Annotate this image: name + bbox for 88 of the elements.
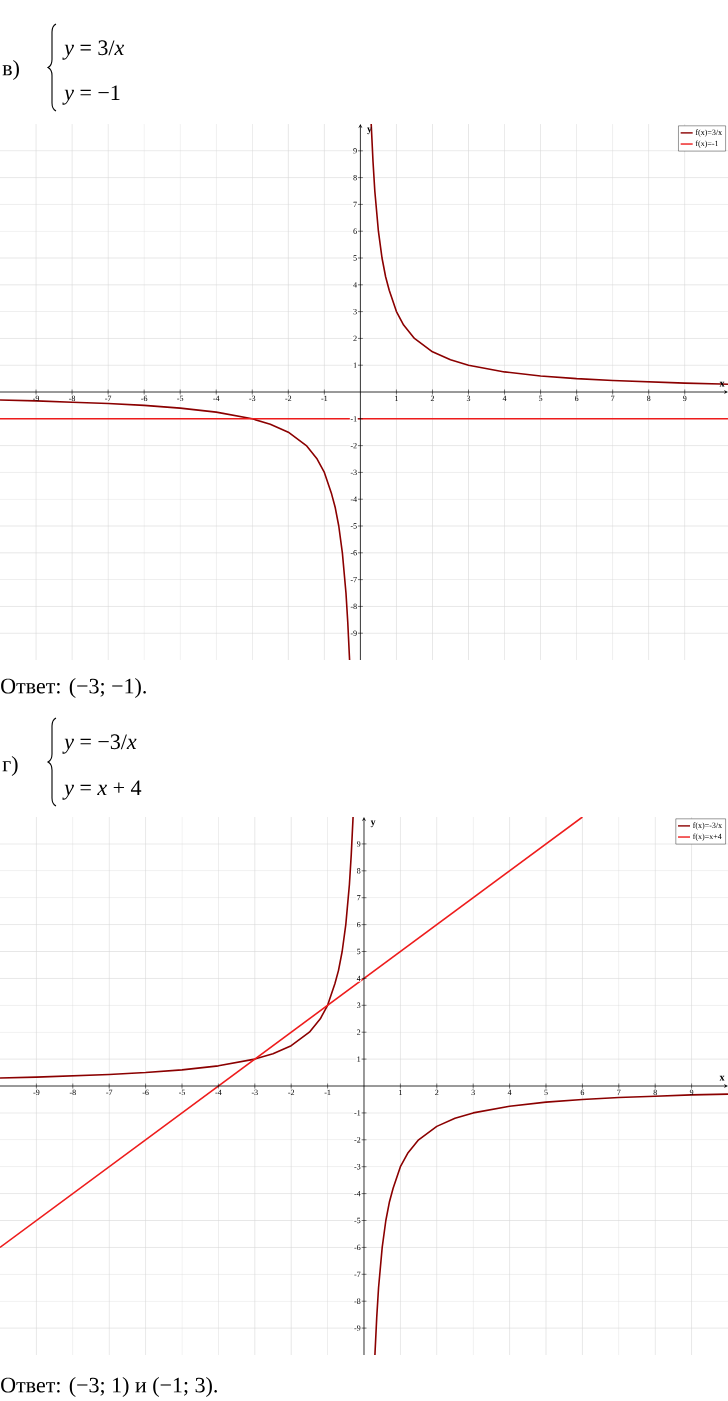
x-tick-label: 6 [580, 1089, 585, 1096]
y-tick-label: -1 [354, 1110, 361, 1116]
x-tick-label: -9 [33, 395, 40, 402]
text: Ответ: (−3; −1). [1, 678, 146, 698]
y-tick-label: 9 [353, 148, 357, 154]
x-tick-label: -2 [285, 395, 292, 402]
text: y = x + 4 [62, 780, 142, 800]
x-tick-label: 2 [435, 1089, 439, 1096]
y-tick-label: -6 [350, 550, 357, 556]
y-tick-label: 8 [356, 868, 361, 874]
legend-label: f(x)=-1 [695, 140, 719, 148]
text: y = −1 [62, 85, 120, 105]
y-tick-label: 7 [353, 201, 357, 208]
x-tick-label: -3 [251, 1089, 258, 1096]
y-tick-label: 4 [356, 975, 361, 982]
y-tick-label: -2 [354, 1137, 361, 1143]
y-tick-label: -7 [354, 1271, 361, 1277]
y-tick-label: -1 [350, 416, 357, 422]
x-tick-label: 9 [683, 395, 687, 402]
x-tick-label: -5 [177, 395, 184, 402]
y-tick-label: -6 [354, 1244, 361, 1251]
x-tick-label: -7 [106, 1089, 113, 1095]
chart-title: г) [2, 756, 18, 776]
y-tick-label: -9 [350, 630, 357, 636]
y-tick-label: -5 [354, 1217, 361, 1224]
y-tick-label: -5 [350, 523, 357, 529]
y-tick-label: -2 [350, 442, 357, 449]
x-tick-label: 8 [647, 395, 651, 402]
y-tick-label: 2 [357, 1029, 361, 1035]
legend-label: f(x)=3/x [695, 129, 723, 137]
x-tick-label: -7 [105, 395, 112, 401]
y-tick-label: 7 [357, 895, 361, 901]
x-tick-label: -8 [69, 1089, 76, 1096]
legend-label: f(x)=x+4 [692, 833, 722, 841]
x-tick-label: 8 [653, 1089, 657, 1096]
x-tick-label: -1 [321, 395, 328, 401]
y-tick-label: 2 [353, 335, 357, 342]
x-tick-label: 5 [544, 1089, 548, 1096]
y-tick-label: 4 [353, 282, 357, 288]
x-tick-label: 3 [471, 1089, 475, 1096]
x-tick-label: 3 [466, 395, 471, 402]
text: Ответ: (−3; 1) и (−1; 3). [1, 1377, 217, 1397]
legend-label: f(x)=-3/x [692, 822, 723, 830]
x-axis-title: x [719, 381, 725, 387]
y-tick-label: 1 [353, 362, 357, 368]
x-tick-label: 4 [507, 1089, 512, 1095]
x-tick-label: -9 [33, 1089, 40, 1096]
x-tick-label: -6 [141, 395, 148, 402]
y-tick-label: 3 [357, 1002, 361, 1008]
y-tick-label: 5 [353, 255, 357, 261]
x-tick-label: -2 [288, 1089, 295, 1096]
y-tick-label: -7 [350, 576, 357, 583]
x-tick-label: 7 [617, 1089, 621, 1095]
x-tick-label: -4 [213, 395, 220, 401]
y-tick-label: -8 [350, 603, 357, 610]
x-tick-label: 5 [539, 395, 543, 402]
y-tick-label: 6 [357, 921, 361, 928]
x-tick-label: 6 [574, 395, 579, 402]
y-tick-label: -4 [350, 496, 357, 502]
x-tick-label: 4 [502, 395, 507, 401]
y-tick-label: 1 [357, 1056, 361, 1062]
x-tick-label: 2 [430, 395, 435, 402]
y-tick-label: -3 [350, 469, 357, 476]
y-tick-label: 8 [353, 174, 357, 181]
x-tick-label: -1 [324, 1089, 331, 1095]
y-tick-label: 9 [356, 841, 361, 847]
y-tick-label: -3 [354, 1164, 361, 1170]
text: y = 3/x [62, 40, 125, 60]
y-tick-label: 6 [353, 228, 357, 234]
x-axis-title: x [719, 1075, 725, 1081]
x-tick-label: -5 [178, 1089, 186, 1096]
x-tick-label: 1 [399, 1089, 402, 1095]
x-tick-label: 1 [395, 395, 398, 401]
y-tick-label: -8 [354, 1298, 361, 1304]
text: y = −3/x [62, 734, 137, 754]
x-tick-label: 7 [611, 395, 615, 401]
y-tick-label: -9 [354, 1325, 361, 1331]
y-tick-label: 3 [353, 308, 357, 315]
x-tick-label: -6 [142, 1089, 149, 1096]
x-tick-label: -3 [249, 395, 256, 402]
x-tick-label: -4 [215, 1089, 222, 1095]
y-axis-title: y [367, 127, 372, 135]
x-tick-label: -8 [69, 395, 76, 402]
x-tick-label: 9 [689, 1089, 694, 1096]
y-tick-label: 5 [357, 948, 361, 955]
y-axis-title: y [370, 820, 376, 828]
y-tick-label: -4 [354, 1190, 361, 1197]
chart-title: в) [2, 60, 19, 80]
